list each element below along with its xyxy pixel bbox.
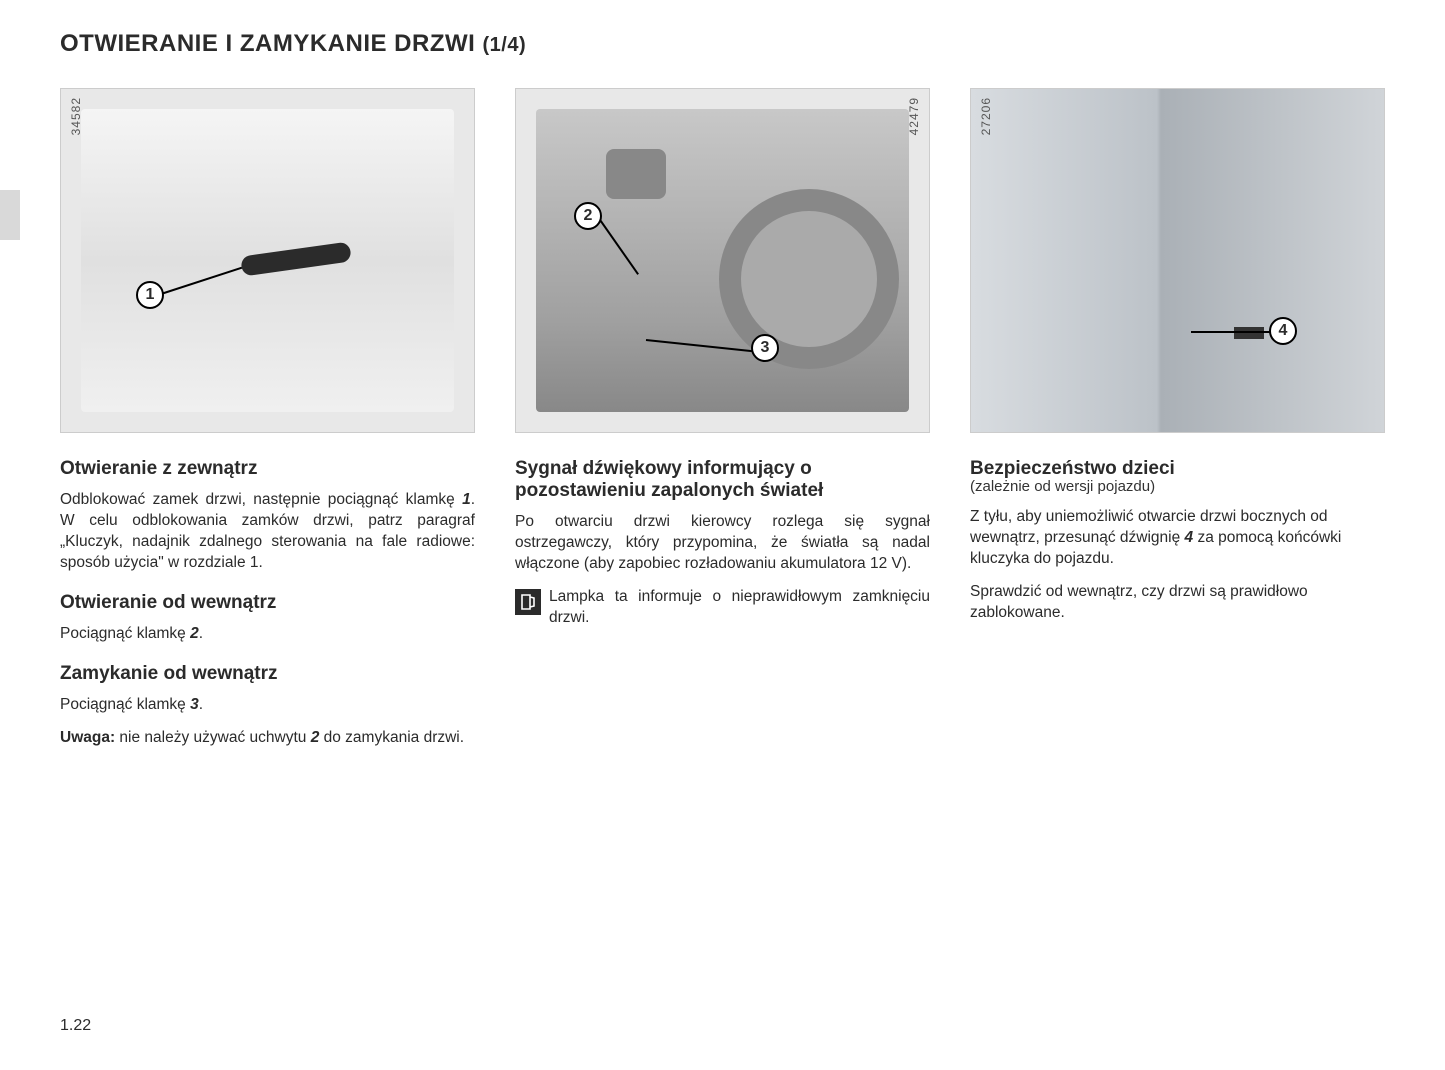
para-note: Uwaga: nie należy używać uchwytu 2 do za… [60, 728, 475, 749]
callout-1: 1 [136, 281, 164, 309]
door-latch-shape [1234, 327, 1264, 339]
warning-icon-row: Lampka ta informuje o nieprawidłowym zam… [515, 587, 930, 629]
page-title: OTWIERANIE I ZAMYKANIE DRZWI (1/4) [60, 30, 1385, 58]
callout-1-num: 1 [146, 286, 155, 304]
door-open-icon [515, 589, 541, 615]
page-number: 1.22 [60, 1017, 91, 1035]
heading-open-outside: Otwieranie z zewnątrz [60, 458, 475, 480]
section-tab [0, 190, 20, 240]
title-text: OTWIERANIE I ZAMYKANIE DRZWI [60, 30, 475, 57]
heading-sound-signal: Sygnał dźwiękowy informujący o pozostawi… [515, 458, 930, 502]
callout-4: 4 [1269, 317, 1297, 345]
column-2: 42479 2 3 Sygnał dźwiękowy informujący o… [515, 88, 930, 760]
title-part: (1/4) [482, 34, 526, 56]
column-3: 27206 4 Bezpieczeństwo dzieci (zależnie … [970, 88, 1385, 760]
door-edge-illustration [971, 89, 1384, 432]
para-open-inside: Pociągnąć klamkę 2. [60, 624, 475, 645]
para-close-inside: Pociągnąć klamkę 3. [60, 695, 475, 716]
para-child-1: Z tyłu, aby uniemożliwić otwarcie drzwi … [970, 507, 1385, 570]
callout-line-4 [1191, 331, 1271, 333]
callout-4-num: 4 [1279, 322, 1288, 340]
column-1: 34582 1 Otwieranie z zewnątrz Odblokować… [60, 88, 475, 760]
callout-3: 3 [751, 334, 779, 362]
para-child-2: Sprawdzić od wewnątrz, czy drzwi są praw… [970, 582, 1385, 624]
image-id: 27206 [979, 97, 993, 135]
mirror-shape [606, 149, 666, 199]
subtitle-version: (zależnie od wersji pojazdu) [970, 478, 1385, 495]
figure-exterior-handle: 34582 1 [60, 88, 475, 433]
para-door-lamp: Lampka ta informuje o nieprawidłowym zam… [549, 587, 930, 629]
image-id: 34582 [69, 97, 83, 135]
heading-open-inside: Otwieranie od wewnątrz [60, 592, 475, 614]
callout-3-num: 3 [761, 339, 770, 357]
callout-2-num: 2 [584, 207, 593, 225]
heading-child-safety: Bezpieczeństwo dzieci [970, 458, 1385, 480]
figure-dashboard: 42479 2 3 [515, 88, 930, 433]
steering-wheel-shape [719, 189, 899, 369]
figure-child-lock: 27206 4 [970, 88, 1385, 433]
heading-close-inside: Zamykanie od wewnątrz [60, 663, 475, 685]
image-id: 42479 [907, 97, 921, 135]
para-sound-signal: Po otwarciu drzwi kierowcy rozlega się s… [515, 512, 930, 575]
para-open-outside: Odblokować zamek drzwi, następnie pociąg… [60, 490, 475, 574]
callout-2: 2 [574, 202, 602, 230]
